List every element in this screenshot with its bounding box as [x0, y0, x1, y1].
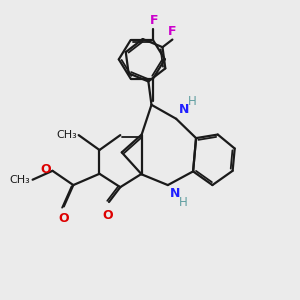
- Text: O: O: [58, 212, 69, 225]
- Text: H: H: [179, 196, 188, 209]
- Text: O: O: [102, 209, 113, 222]
- Text: CH₃: CH₃: [10, 175, 30, 185]
- Text: N: N: [170, 188, 181, 200]
- Text: F: F: [150, 14, 159, 27]
- Text: O: O: [40, 163, 51, 176]
- Text: CH₃: CH₃: [56, 130, 77, 140]
- Text: H: H: [188, 95, 197, 108]
- Text: F: F: [168, 25, 177, 38]
- Text: N: N: [178, 103, 189, 116]
